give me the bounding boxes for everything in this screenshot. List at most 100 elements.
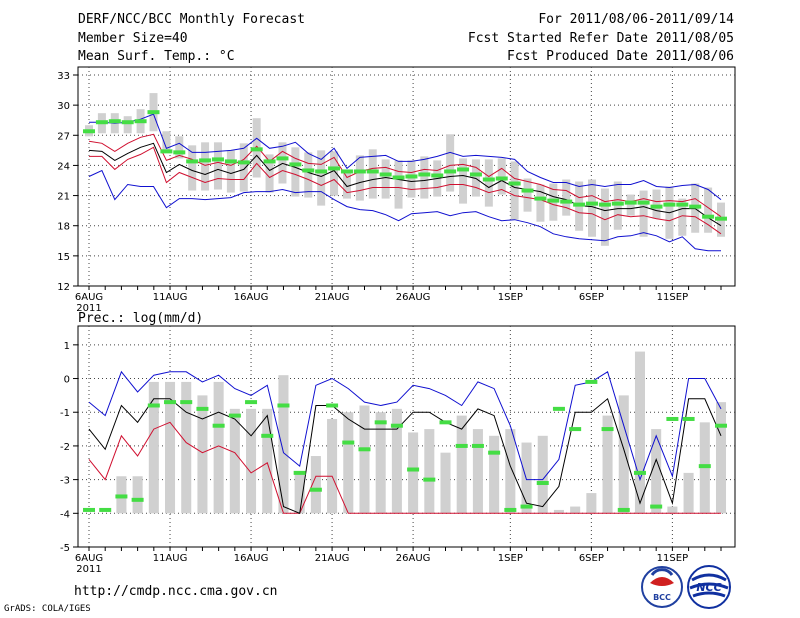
precipitation-observed-marker (131, 497, 144, 502)
temperature-bar (304, 152, 313, 198)
temperature-observed-marker (224, 159, 237, 164)
precipitation-observed-marker (682, 416, 695, 421)
temperature-sd-low-line (89, 146, 722, 235)
precipitation-bar (310, 456, 321, 514)
temperature-bar (678, 198, 687, 236)
precipitation-bar (375, 412, 386, 514)
precipitation-observed-marker (115, 494, 128, 499)
temperature-observed-marker (173, 150, 186, 155)
temperature-observed-marker (353, 169, 366, 174)
precipitation-xtick-label: 11AUG (153, 553, 188, 564)
temperature-observed-marker (328, 166, 341, 171)
temperature-xtick-label: 26AUG (396, 292, 431, 303)
temperature-observed-marker (521, 188, 534, 193)
temperature-xtick-label: 16AUG (234, 292, 269, 303)
temperature-observed-marker (83, 129, 95, 134)
temperature-observed-marker (211, 157, 224, 162)
temperature-observed-marker (95, 120, 108, 125)
temperature-bar (588, 179, 597, 237)
temperature-observed-marker (121, 120, 134, 125)
temperature-bar (317, 150, 326, 206)
precipitation-bar (489, 435, 500, 514)
precip-variable-label: Prec.: log(mm/d) (78, 311, 204, 326)
temperature-bar (652, 189, 661, 219)
precipitation-xtick-label: 16AUG (234, 553, 269, 564)
temperature-bar (239, 143, 248, 192)
precipitation-xtick-label: 6SEP (579, 553, 604, 564)
temperature-bar (407, 160, 416, 198)
temperature-bar (459, 158, 468, 204)
temperature-bar (523, 178, 532, 212)
temperature-ytick-label: 27 (57, 131, 70, 142)
precipitation-observed-marker (196, 406, 209, 411)
temperature-observed-marker (276, 156, 289, 161)
temperature-observed-marker (469, 172, 482, 177)
precipitation-bar (553, 509, 564, 514)
temperature-bar (330, 151, 339, 196)
precipitation-ytick-label: -3 (60, 476, 70, 487)
temperature-observed-marker (186, 159, 199, 164)
precipitation-observed-marker (293, 470, 306, 475)
temperature-observed-marker (134, 119, 147, 124)
temperature-bar (536, 184, 545, 222)
temperature-observed-marker (508, 181, 521, 186)
precipitation-ytick-label: -5 (60, 543, 70, 554)
precipitation-observed-marker (439, 420, 452, 425)
temperature-observed-marker (715, 216, 727, 221)
temperature-min-line (88, 169, 721, 252)
temperature-observed-marker (598, 202, 611, 207)
temperature-observed-marker (160, 149, 173, 154)
precipitation-bar (618, 395, 629, 514)
precipitation-observed-marker (633, 470, 646, 475)
precipitation-bar (148, 381, 159, 514)
temperature-observed-marker (340, 169, 353, 174)
precipitation-bar (197, 395, 208, 514)
temperature-bar (394, 160, 403, 209)
temperature-xtick-label: 6AUG (75, 292, 103, 303)
temperature-observed-marker (147, 110, 160, 115)
temperature-observed-marker (405, 174, 418, 179)
precipitation-observed-marker (520, 504, 533, 509)
precipitation-observed-marker (309, 487, 322, 492)
temperature-observed-marker (315, 169, 328, 174)
temperature-bar (446, 134, 455, 192)
precipitation-bar (667, 506, 678, 514)
temperature-bar (226, 150, 235, 193)
temperature-observed-marker (263, 159, 276, 164)
temperature-ytick-label: 12 (57, 282, 70, 293)
precipitation-observed-marker (585, 379, 598, 384)
temperature-ytick-label: 24 (57, 161, 70, 172)
precipitation-observed-marker (374, 420, 387, 425)
precipitation-bar (246, 408, 257, 514)
temperature-ytick-label: 21 (57, 192, 70, 203)
precipitation-bar (132, 476, 143, 514)
precipitation-observed-marker (488, 450, 501, 455)
member-size: Member Size=40 (78, 31, 188, 46)
temperature-observed-marker (379, 172, 392, 177)
precipitation-frame (77, 325, 736, 548)
precipitation-bar (683, 472, 694, 514)
temperature-ytick-label: 33 (57, 71, 70, 82)
precipitation-bar (408, 432, 419, 514)
temperature-observed-marker (547, 198, 560, 203)
temperature-observed-marker (302, 168, 315, 173)
precipitation-bar (651, 429, 662, 514)
precipitation-observed-marker (99, 507, 112, 512)
source-url[interactable]: http://cmdp.ncc.cma.gov.cn (74, 584, 278, 599)
temperature-xtick-label: 11SEP (657, 292, 688, 303)
precipitation-bar (570, 506, 581, 514)
precipitation-observed-marker (326, 403, 339, 408)
temperature-bar (368, 149, 377, 199)
temperature-observed-marker (637, 200, 650, 205)
temperature-bar (600, 188, 609, 246)
temperature-observed-marker (689, 204, 702, 209)
temperature-bar (265, 154, 274, 193)
precipitation-xtick-label: 21AUG (315, 553, 350, 564)
precipitation-ytick-label: 1 (64, 341, 70, 352)
temperature-bar (201, 142, 210, 191)
temperature-bar (355, 155, 364, 201)
precipitation-observed-marker (277, 403, 290, 408)
temperature-observed-marker (702, 214, 715, 219)
